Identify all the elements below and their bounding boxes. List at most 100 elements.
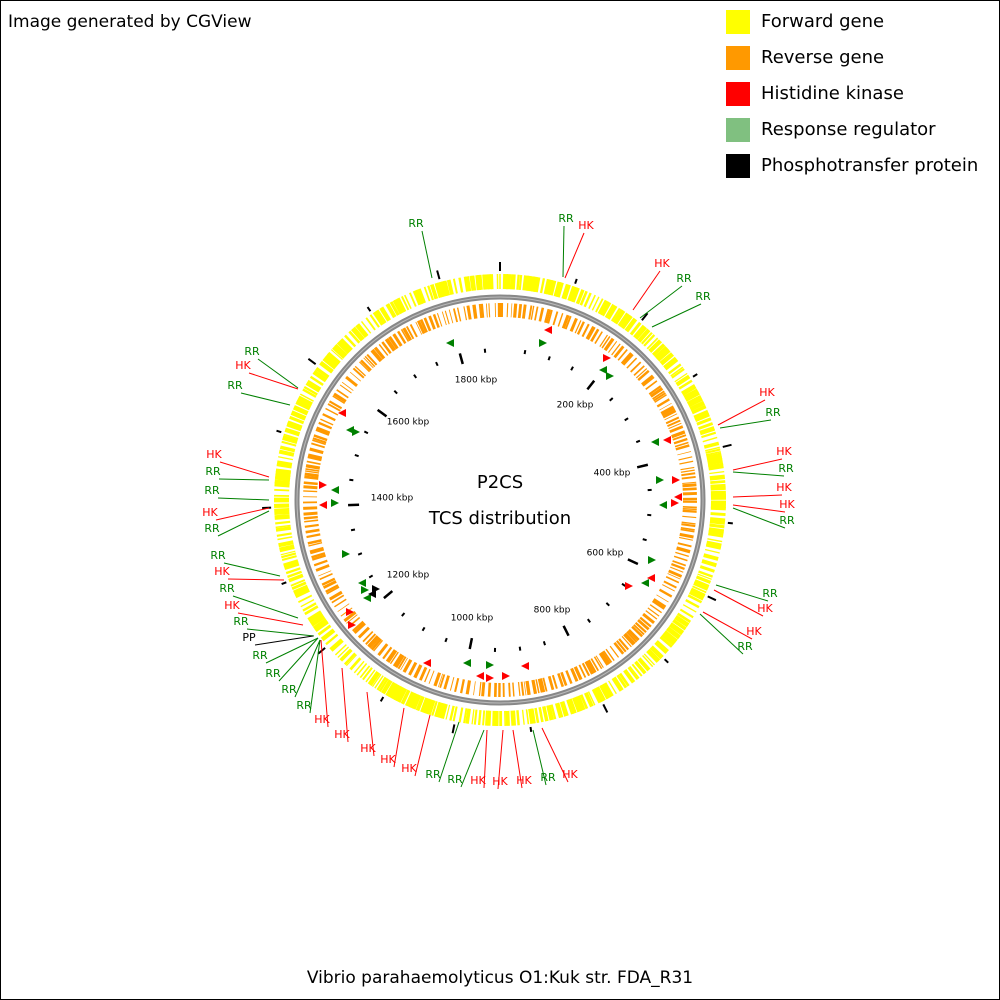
- scale-tick: [562, 625, 570, 637]
- gene-stripe: [283, 561, 300, 571]
- gene-stripe: [343, 611, 357, 623]
- gene-stripe: [327, 403, 341, 412]
- leader-line: [294, 639, 321, 698]
- gene-stripe: [542, 706, 549, 722]
- gene-stripe: [287, 570, 302, 578]
- feature-marker: [361, 586, 369, 594]
- feature-label: RR: [204, 484, 220, 497]
- gene-stripe: [550, 704, 557, 720]
- gene-stripe: [304, 472, 319, 478]
- map-title: P2CS: [477, 472, 523, 493]
- gene-stripe: [562, 700, 569, 716]
- gene-stripe: [686, 395, 702, 404]
- gene-stripe: [373, 639, 384, 652]
- gene-stripe: [656, 640, 669, 652]
- gene-stripe: [576, 695, 586, 711]
- gene-stripe: [675, 374, 691, 387]
- gene-stripe: [663, 630, 678, 643]
- gene-stripe: [665, 416, 680, 425]
- gene-stripe: [437, 282, 445, 298]
- gene-stripe: [353, 622, 366, 634]
- gene-stripe: [337, 603, 350, 612]
- gene-stripe: [620, 352, 633, 365]
- scale-tick: [357, 552, 363, 556]
- feature-marker: [463, 659, 471, 667]
- gene-stripe: [305, 464, 321, 470]
- gene-stripe: [535, 679, 540, 694]
- gene-stripe: [297, 395, 313, 406]
- gene-stripe: [454, 677, 460, 693]
- gene-stripe: [681, 521, 696, 525]
- feature-label: RR: [252, 649, 268, 662]
- feature-marker: [423, 659, 431, 667]
- tick-label: 1800 kbp: [455, 376, 498, 386]
- scale-tick: [350, 528, 356, 532]
- gene-stripe: [275, 470, 291, 477]
- gene-stripe: [544, 308, 550, 323]
- gene-stripe: [681, 523, 696, 528]
- gene-stripe: [307, 455, 322, 462]
- gene-stripe: [569, 317, 578, 332]
- gene-stripe: [688, 592, 704, 601]
- gene-stripe: [649, 604, 662, 614]
- gene-stripe: [675, 551, 689, 557]
- feature-label: RR: [447, 773, 463, 786]
- legend-label: Response regulator: [761, 119, 936, 140]
- gene-stripe: [389, 301, 400, 316]
- gene-stripe: [595, 298, 604, 313]
- gene-stripe: [587, 691, 596, 706]
- gene-stripe: [522, 275, 529, 291]
- feature-marker: [502, 672, 510, 680]
- gene-stripe: [465, 708, 471, 724]
- gene-stripe: [381, 341, 392, 354]
- gene-stripe: [420, 697, 430, 713]
- gene-stripe: [604, 303, 614, 318]
- gene-stripe: [336, 340, 351, 355]
- gene-stripe: [619, 313, 632, 329]
- leader-line: [732, 471, 785, 477]
- backbone-inner: [296, 296, 704, 704]
- gene-stripe: [309, 375, 324, 386]
- leader-line: [393, 707, 405, 768]
- scale-tick: [393, 390, 398, 395]
- gene-stripe: [308, 542, 323, 547]
- gene-stripe: [634, 622, 647, 634]
- gene-stripe: [392, 653, 404, 668]
- gene-stripe: [472, 304, 478, 319]
- gene-stripe: [487, 710, 492, 726]
- gene-stripe: [680, 469, 695, 473]
- gene-stripe: [653, 392, 666, 402]
- gene-stripe: [668, 422, 682, 430]
- gene-stripe: [701, 559, 717, 568]
- gene-stripe: [345, 654, 358, 667]
- gene-stripe: [397, 330, 407, 345]
- gene-stripe: [344, 334, 357, 348]
- gene-stripe: [375, 310, 385, 325]
- gene-stripe: [562, 284, 571, 300]
- gene-stripe: [327, 351, 341, 365]
- gene-stripe: [319, 573, 333, 581]
- reverse-gene-track: [303, 302, 698, 698]
- gene-stripe: [295, 589, 310, 599]
- gene-stripe: [305, 528, 320, 534]
- tick-label: 1000 kbp: [451, 614, 494, 624]
- gene-stripe: [312, 369, 328, 383]
- gene-stripe: [634, 660, 647, 675]
- gene-stripe: [570, 667, 579, 682]
- gene-stripe: [575, 289, 585, 305]
- scale-tick: [635, 439, 641, 444]
- gene-stripe: [424, 668, 431, 683]
- gene-stripe: [305, 470, 320, 474]
- feature-marker: [674, 493, 682, 501]
- feature-marker: [647, 574, 655, 582]
- footer-caption: Vibrio parahaemolyticus O1:Kuk str. FDA_…: [307, 968, 693, 988]
- scale-tick: [413, 374, 418, 379]
- gene-stripe: [521, 709, 525, 725]
- gene-stripe: [659, 402, 672, 411]
- gene-stripe: [678, 379, 693, 390]
- gene-stripe: [518, 274, 523, 291]
- gene-stripe: [423, 286, 431, 302]
- outer-tick: [574, 278, 578, 284]
- gene-stripe: [482, 274, 489, 290]
- gene-stripe: [671, 562, 685, 571]
